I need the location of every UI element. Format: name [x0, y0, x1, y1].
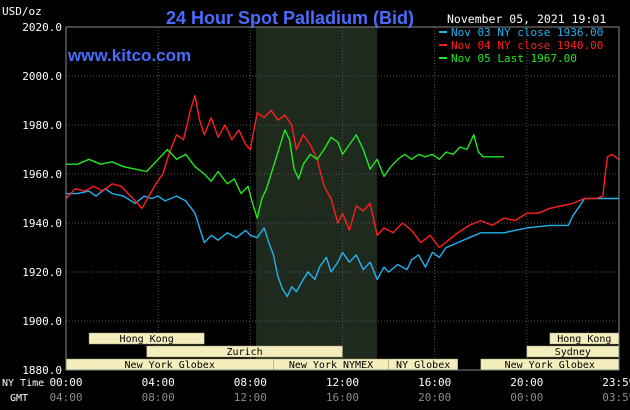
session-label: Hong Kong: [120, 334, 174, 345]
x-tick-label-gmt: 03:59: [602, 391, 630, 404]
series-line: [66, 129, 504, 219]
session-label: Hong Kong: [557, 334, 611, 345]
x-tick-label-gmt: 08:00: [142, 391, 175, 404]
timestamp: November 05, 2021 19:01: [447, 12, 606, 26]
plot-area: Hong Kong Hong Kong Zurich Sydney New York G…: [65, 26, 620, 371]
x-tick-label-ny: 20:00: [510, 376, 543, 389]
x-axis: 00:00 04:00 08:00 12:00 16:00 20:00 23:59 04:00…: [49, 376, 630, 404]
session-label: Zurich: [227, 347, 263, 358]
x-tick-label-gmt: 20:00: [418, 391, 451, 404]
plot-border: [65, 26, 620, 371]
session-bar: [88, 332, 205, 345]
x-tick-label-ny: 08:00: [234, 376, 267, 389]
ny-time-row-label: NY Time: [2, 378, 44, 389]
session-label: Sydney: [555, 347, 591, 358]
x-tick-label-gmt: 04:00: [49, 391, 82, 404]
y-tick-label: 1940.0: [22, 217, 62, 230]
x-tick-label-gmt: 12:00: [234, 391, 267, 404]
session-label: New York NYMEX: [289, 360, 373, 371]
legend-entry: Nov 04 NY close 1940.00: [451, 39, 603, 52]
x-tick-label-ny: 12:00: [326, 376, 359, 389]
x-tick-label-gmt: 00:00: [510, 391, 543, 404]
nymex-session-shade: [256, 27, 378, 370]
session-label: New York Globex: [125, 360, 215, 371]
x-tick-label-ny: 16:00: [418, 376, 451, 389]
website-label: www.kitco.com: [67, 46, 191, 65]
y-tick-label: 1980.0: [22, 119, 62, 132]
series-line: [65, 94, 620, 249]
session-bars: Hong Kong Hong Kong Zurich Sydney New York G…: [65, 332, 620, 371]
series-lines: [65, 94, 620, 298]
chart-title: 24 Hour Spot Palladium (Bid): [166, 8, 414, 28]
x-tick-label-ny: 23:59: [602, 376, 630, 389]
x-tick-label-ny: 04:00: [142, 376, 175, 389]
x-tick-label-ny: 00:00: [49, 376, 82, 389]
y-tick-label: 1900.0: [22, 315, 62, 328]
legend-entry: Nov 05 Last 1967.00: [451, 52, 577, 65]
series-line: [66, 188, 619, 298]
y-tick-label: 2000.0: [22, 70, 62, 83]
session-label: New York Globex: [505, 360, 595, 371]
legend-entry: Nov 03 NY close 1936.00: [451, 26, 603, 39]
y-tick-label: 1920.0: [22, 266, 62, 279]
y-axis: 2020.0 2000.0 1980.0 1960.0 1940.0 1920.0 1900…: [22, 21, 62, 377]
unit-label: USD/oz: [2, 5, 42, 18]
y-tick-label: 1880.0: [22, 364, 62, 377]
session-label: NY Globex: [396, 360, 450, 371]
y-tick-label: 1960.0: [22, 168, 62, 181]
gmt-row-label: GMT: [10, 393, 28, 404]
session-bar: [146, 345, 343, 358]
x-tick-label-gmt: 16:00: [326, 391, 359, 404]
y-tick-label: 2020.0: [22, 21, 62, 34]
